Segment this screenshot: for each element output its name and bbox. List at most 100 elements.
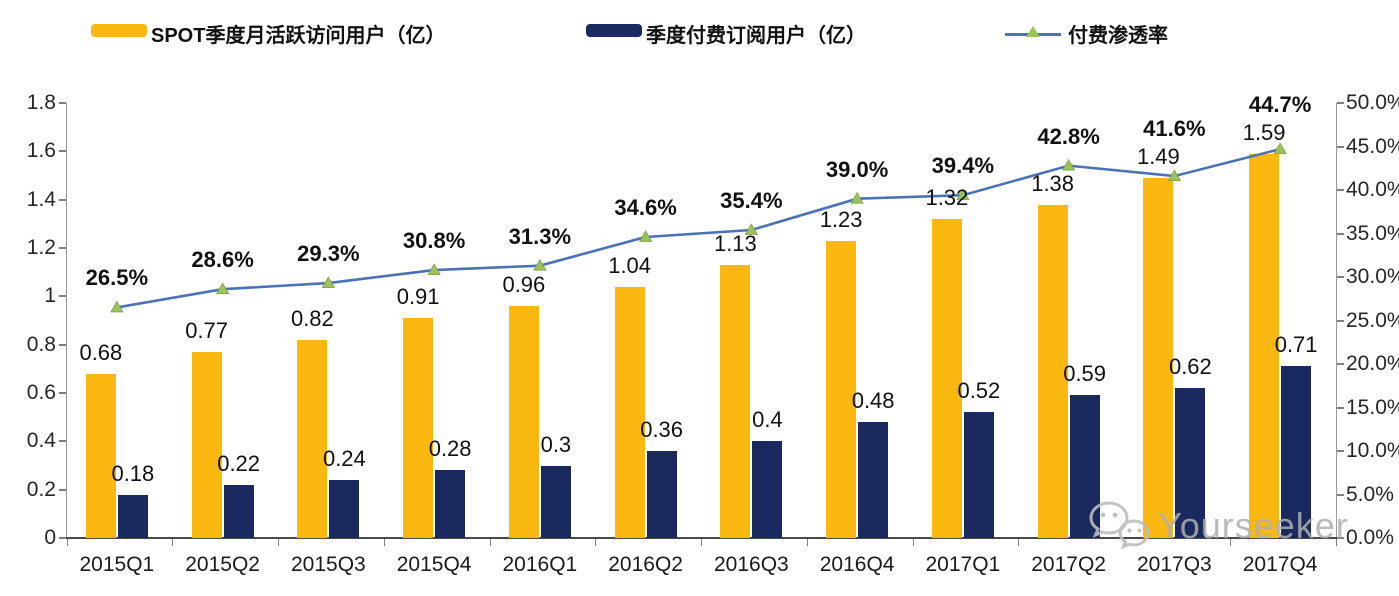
subs-value-label: 0.48 [851, 388, 895, 413]
x-axis-tick [172, 539, 174, 546]
mau-value-label: 1.04 [608, 252, 652, 278]
mau-value-label: 0.82 [290, 305, 334, 331]
triangle-marker [850, 191, 864, 204]
legend-label-subscribers: 季度付费订阅用户（亿） [646, 25, 866, 47]
right-axis-tick-label: 30.0% [1346, 265, 1399, 288]
subs-bar [646, 451, 677, 538]
triangle-marker [110, 300, 124, 313]
penetration-label: 44.7% [1248, 91, 1312, 117]
right-axis-tick [1337, 406, 1344, 409]
subs-bar [435, 470, 466, 538]
subs-bar [752, 441, 783, 538]
mau-bar [614, 286, 645, 538]
left-axis-line [66, 103, 67, 539]
legend-swatch-subscribers [586, 24, 642, 37]
x-axis-label: 2017Q4 [1242, 553, 1318, 576]
penetration-label: 39.4% [931, 153, 995, 179]
mau-value-label: 1.32 [925, 185, 969, 210]
x-axis-label: 2015Q2 [185, 553, 260, 576]
subs-value-label: 0.36 [640, 417, 684, 442]
x-axis-label: 2016Q2 [608, 553, 683, 576]
subs-value-label: 0.4 [752, 407, 783, 433]
mau-value-label: 0.68 [79, 339, 123, 365]
penetration-label: 39.0% [825, 156, 889, 182]
legend-swatch-mau [91, 24, 147, 37]
mau-bar [85, 373, 116, 538]
left-axis-tick [59, 488, 66, 491]
mau-bar [508, 306, 539, 538]
penetration-label: 28.6% [191, 247, 254, 273]
subs-value-label: 0.28 [428, 436, 472, 462]
x-axis-label: 2016Q4 [819, 553, 895, 576]
left-axis-tick-label: 0.8 [26, 332, 56, 356]
x-axis-tick [912, 539, 914, 546]
mau-bar [191, 351, 222, 538]
right-axis-tick [1337, 232, 1344, 235]
triangle-marker [1061, 158, 1076, 171]
triangle-marker [215, 282, 230, 295]
x-axis-tick [595, 539, 597, 546]
triangle-marker [321, 276, 336, 288]
mau-bar [720, 264, 751, 538]
mau-value-label: 1.49 [1136, 143, 1180, 169]
right-axis-tick [1337, 145, 1344, 148]
subs-value-label: 0.59 [1063, 361, 1107, 387]
right-axis-tick [1337, 276, 1344, 278]
right-axis-tick-label: 20.0% [1346, 352, 1399, 375]
left-axis-tick [59, 150, 66, 153]
subs-bar [540, 465, 571, 538]
mau-value-label: 1.13 [713, 230, 757, 256]
penetration-label: 34.6% [614, 194, 677, 220]
legend-label-mau: SPOT季度月活跃访问用户（亿） [151, 25, 446, 47]
mau-bar [297, 339, 328, 538]
right-axis-tick-label: 25.0% [1346, 308, 1399, 332]
subs-value-label: 0.3 [540, 431, 572, 457]
right-axis-tick [1337, 363, 1344, 365]
mau-value-label: 0.77 [185, 317, 229, 343]
right-axis-line [1336, 103, 1337, 539]
x-axis-tick [1335, 539, 1337, 546]
x-axis-tick [701, 539, 702, 546]
left-axis-tick-label: 1.6 [26, 139, 56, 163]
x-axis-line [60, 537, 1344, 539]
triangle-marker [533, 258, 547, 271]
subs-value-label: 0.18 [111, 460, 155, 486]
x-axis-label: 2015Q3 [291, 553, 366, 576]
left-axis-tick [59, 440, 66, 443]
left-axis-tick-label: 0 [44, 526, 56, 549]
subs-bar [1175, 388, 1206, 538]
x-axis-tick [278, 539, 279, 546]
penetration-label: 30.8% [402, 228, 466, 254]
left-axis-tick-label: 0.6 [26, 381, 56, 404]
x-axis-tick [1018, 539, 1020, 546]
subs-bar [223, 484, 254, 538]
left-axis-tick [59, 247, 66, 249]
left-axis-tick-label: 1.4 [26, 187, 56, 211]
x-axis-tick [1229, 539, 1231, 546]
mau-bar [403, 318, 434, 538]
mau-value-label: 1.38 [1031, 170, 1075, 196]
right-axis-tick-label: 35.0% [1346, 221, 1399, 245]
subs-value-label: 0.52 [957, 378, 1001, 404]
mau-value-label: 0.96 [502, 272, 546, 297]
right-axis-tick [1337, 493, 1344, 496]
left-axis-tick-label: 0.2 [26, 477, 56, 501]
subs-value-label: 0.22 [217, 450, 261, 476]
triangle-marker [427, 263, 441, 275]
subs-bar [963, 412, 994, 538]
right-axis-tick-label: 5.0% [1346, 482, 1394, 506]
triangle-marker-icon [1026, 26, 1040, 37]
x-axis-label: 2017Q3 [1137, 553, 1212, 576]
left-axis-tick-label: 1.8 [26, 91, 56, 114]
x-axis-tick [489, 539, 491, 546]
right-axis-tick-label: 10.0% [1346, 439, 1399, 462]
right-axis-tick [1337, 189, 1344, 191]
subs-value-label: 0.24 [322, 446, 366, 471]
subs-bar [329, 480, 360, 538]
right-axis-tick-label: 0.0% [1346, 526, 1394, 549]
x-axis-label: 2016Q3 [714, 553, 789, 576]
legend-label-penetration: 付费渗透率 [1068, 25, 1168, 47]
right-axis-tick-label: 45.0% [1346, 134, 1399, 158]
x-axis-label: 2017Q2 [1031, 553, 1106, 576]
